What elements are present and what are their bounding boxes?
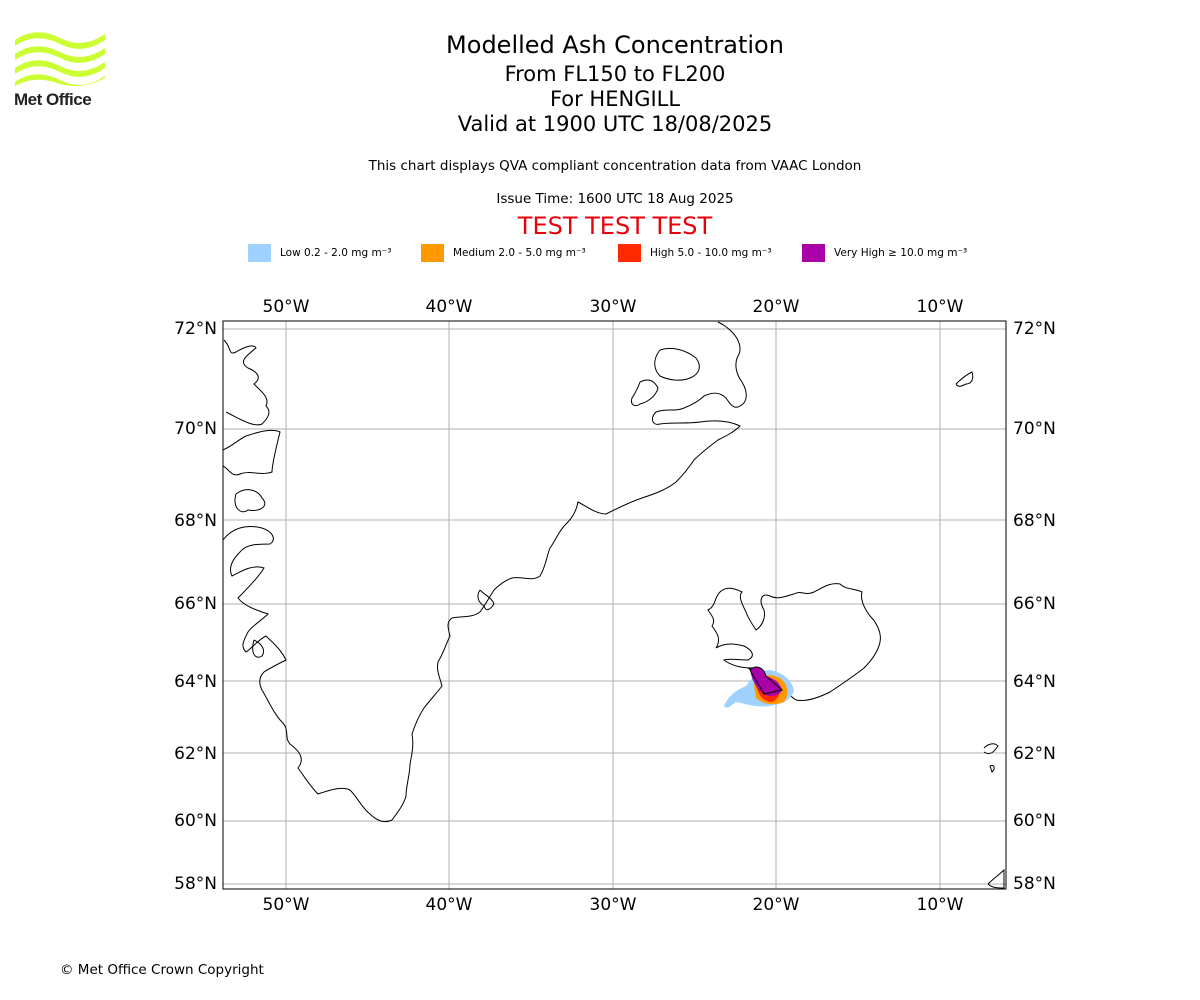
ash-area-very-high: [750, 667, 782, 697]
met-office-waves-icon: [15, 32, 105, 86]
lon-label-bottom-30w: 30°W: [590, 895, 637, 915]
lat-label-left-62n: 62°N: [174, 744, 217, 764]
legend-label-high: High 5.0 - 10.0 mg m⁻³: [650, 247, 772, 259]
legend-item-high: High 5.0 - 10.0 mg m⁻³: [618, 244, 772, 262]
lat-label-right-60n: 60°N: [1013, 811, 1056, 831]
legend-label-medium: Medium 2.0 - 5.0 mg m⁻³: [453, 247, 586, 259]
lon-label-top-30w: 30°W: [590, 297, 637, 317]
lat-label-left-66n: 66°N: [174, 594, 217, 614]
legend-item-medium: Medium 2.0 - 5.0 mg m⁻³: [421, 244, 586, 262]
copyright-notice: © Met Office Crown Copyright: [60, 962, 264, 978]
legend-swatch-high: [618, 244, 641, 262]
lon-label-top-50w: 50°W: [263, 297, 310, 317]
legend-label-very-high: Very High ≥ 10.0 mg m⁻³: [834, 247, 968, 259]
lon-label-top-40w: 40°W: [426, 297, 473, 317]
title-line-4: Valid at 1900 UTC 18/08/2025: [457, 112, 773, 136]
legend-label-low: Low 0.2 - 2.0 mg m⁻³: [280, 247, 392, 259]
lat-label-right-70n: 70°N: [1013, 419, 1056, 439]
lat-label-left-64n: 64°N: [174, 672, 217, 692]
lat-label-right-66n: 66°N: [1013, 594, 1056, 614]
title-line-2: From FL150 to FL200: [504, 62, 726, 86]
lat-label-right-72n: 72°N: [1013, 319, 1056, 339]
lon-label-bottom-20w: 20°W: [753, 895, 800, 915]
lon-label-bottom-50w: 50°W: [263, 895, 310, 915]
legend-swatch-medium: [421, 244, 444, 262]
test-banner: TEST TEST TEST: [517, 212, 713, 240]
lat-label-right-64n: 64°N: [1013, 672, 1056, 692]
chart-title: Modelled Ash Concentration From FL150 to…: [265, 28, 965, 137]
iceland-coastline: [707, 583, 881, 701]
lon-label-top-20w: 20°W: [753, 297, 800, 317]
title-line-3: For HENGILL: [549, 87, 681, 111]
ash-concentration: [724, 666, 794, 708]
legend-swatch-very-high: [802, 244, 825, 262]
legend-swatch-low: [248, 244, 271, 262]
other-coastlines: [955, 371, 1005, 889]
lat-label-left-60n: 60°N: [174, 811, 217, 831]
lat-label-left-58n: 58°N: [174, 874, 217, 894]
lon-label-top-10w: 10°W: [917, 297, 964, 317]
lat-label-right-68n: 68°N: [1013, 511, 1056, 531]
legend-item-very-high: Very High ≥ 10.0 mg m⁻³: [802, 244, 967, 262]
title-line-1: Modelled Ash Concentration: [446, 31, 784, 59]
lat-label-left-72n: 72°N: [174, 319, 217, 339]
map-gridlines: [223, 321, 1006, 889]
lat-label-left-70n: 70°N: [174, 419, 217, 439]
met-office-logo: Met Office: [14, 28, 110, 114]
lat-label-right-62n: 62°N: [1013, 744, 1056, 764]
greenland-coastline: [222, 321, 747, 823]
issue-time: Issue Time: 1600 UTC 18 Aug 2025: [496, 191, 734, 207]
lon-label-bottom-40w: 40°W: [426, 895, 473, 915]
chart-subtitle: This chart displays QVA compliant concen…: [368, 158, 862, 174]
lat-label-left-68n: 68°N: [174, 511, 217, 531]
logo-text: Met Office: [14, 90, 92, 109]
map-frame: [222, 320, 1007, 890]
lat-label-right-58n: 58°N: [1013, 874, 1056, 894]
lon-label-bottom-10w: 10°W: [917, 895, 964, 915]
legend-item-low: Low 0.2 - 2.0 mg m⁻³: [248, 244, 391, 262]
